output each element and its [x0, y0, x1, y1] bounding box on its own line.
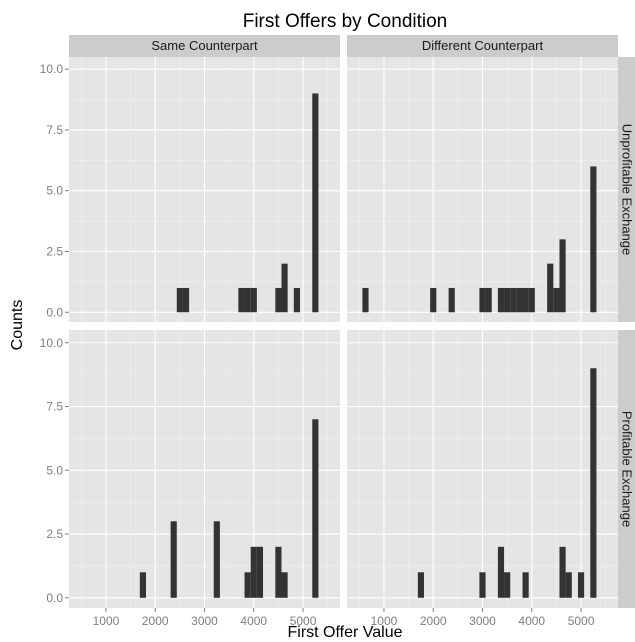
x-tick-label: 4000	[518, 614, 545, 628]
facet-panel	[69, 57, 340, 322]
strip-background	[347, 35, 618, 57]
histogram-bar	[293, 287, 300, 313]
y-tick-label: 0.0	[46, 591, 63, 605]
y-tick-label: 7.5	[46, 400, 63, 414]
histogram-bar	[590, 166, 597, 313]
strip-background	[69, 35, 340, 57]
column-facet-strip: Same Counterpart	[69, 35, 340, 57]
x-tick-label: 5000	[568, 614, 595, 628]
histogram-bar	[504, 572, 511, 598]
histogram-bar	[553, 287, 560, 313]
histogram-bar	[565, 572, 572, 598]
histogram-bar	[250, 287, 257, 313]
facet-panel	[347, 330, 618, 608]
column-facet-label: Same Counterpart	[151, 38, 258, 53]
histogram-bar	[485, 287, 492, 313]
histogram-bar	[417, 572, 424, 598]
y-tick-label: 10.0	[40, 336, 64, 350]
histogram-bar	[213, 521, 220, 598]
histogram-bar	[238, 287, 245, 313]
histogram-bar	[312, 93, 319, 313]
histogram-bar	[559, 546, 566, 598]
x-tick-label: 4000	[240, 614, 267, 628]
histogram-bar	[281, 572, 288, 598]
histogram-bar	[244, 572, 251, 598]
histogram-bar	[176, 287, 183, 313]
y-tick-label: 2.5	[46, 244, 63, 258]
y-axis-title: Counts	[9, 300, 26, 351]
histogram-bar	[479, 287, 486, 313]
histogram-bar	[522, 287, 529, 313]
x-tick-label: 5000	[290, 614, 317, 628]
row-facet-strip: Unprofitable Exchange	[618, 57, 635, 322]
histogram-bar	[516, 287, 523, 313]
x-tick-label: 1000	[371, 614, 398, 628]
histogram-bar	[522, 572, 529, 598]
histogram-bar	[497, 546, 505, 598]
y-tick-label: 0.0	[46, 305, 63, 319]
x-axis-title: First Offer Value	[288, 624, 403, 641]
y-tick-label: 10.0	[40, 62, 64, 76]
histogram-bar	[312, 419, 319, 598]
axes-layer: 0.0 2.5 5.0 7.5 10.0 0.0 2.5 5.0 7.5 10.0 1000 2000…	[40, 62, 595, 628]
histogram-bar	[510, 287, 517, 313]
histogram-bar	[275, 287, 282, 313]
histogram-bar	[448, 287, 455, 313]
column-facet-label: Different Counterpart	[422, 38, 544, 53]
y-tick-label: 7.5	[46, 123, 63, 137]
x-tick-label: 2000	[420, 614, 447, 628]
x-tick-label: 3000	[191, 614, 218, 628]
histogram-bar	[250, 546, 257, 598]
histogram-bar	[528, 287, 535, 313]
chart-title: First Offers by Condition	[243, 11, 448, 32]
y-tick-label: 5.0	[46, 463, 63, 477]
histogram-bar	[504, 287, 511, 313]
histogram-bar	[590, 368, 597, 598]
row-facet-strip: Profitable Exchange	[618, 330, 635, 608]
histogram-bar	[170, 521, 177, 598]
row-facet-label: Profitable Exchange	[620, 411, 635, 527]
histogram-bar	[139, 572, 146, 598]
histogram-bar	[256, 546, 264, 598]
strip-background	[618, 57, 635, 322]
y-tick-label: 2.5	[46, 527, 63, 541]
column-facet-strip: Different Counterpart	[347, 35, 618, 57]
facet-strips-layer: Same Counterpart Different Counterpart Unp…	[69, 35, 635, 608]
histogram-bar	[430, 287, 437, 313]
strip-background	[618, 330, 635, 608]
histogram-bar	[362, 287, 369, 313]
histogram-bar	[547, 263, 554, 313]
histogram-bar	[479, 572, 486, 598]
histogram-bar	[244, 287, 251, 313]
y-tick-label: 5.0	[46, 184, 63, 198]
facet-panel	[69, 330, 340, 608]
panels-layer	[69, 57, 618, 608]
histogram-bar	[281, 263, 288, 313]
histogram-bar	[275, 546, 282, 598]
histogram-bar	[182, 287, 190, 313]
x-tick-label: 2000	[142, 614, 169, 628]
facet-panel	[347, 57, 618, 322]
histogram-bar	[577, 572, 585, 598]
row-facet-label: Unprofitable Exchange	[620, 124, 635, 256]
x-tick-label: 1000	[93, 614, 120, 628]
x-tick-label: 3000	[469, 614, 496, 628]
histogram-bar	[497, 287, 505, 313]
histogram-bar	[559, 239, 566, 313]
